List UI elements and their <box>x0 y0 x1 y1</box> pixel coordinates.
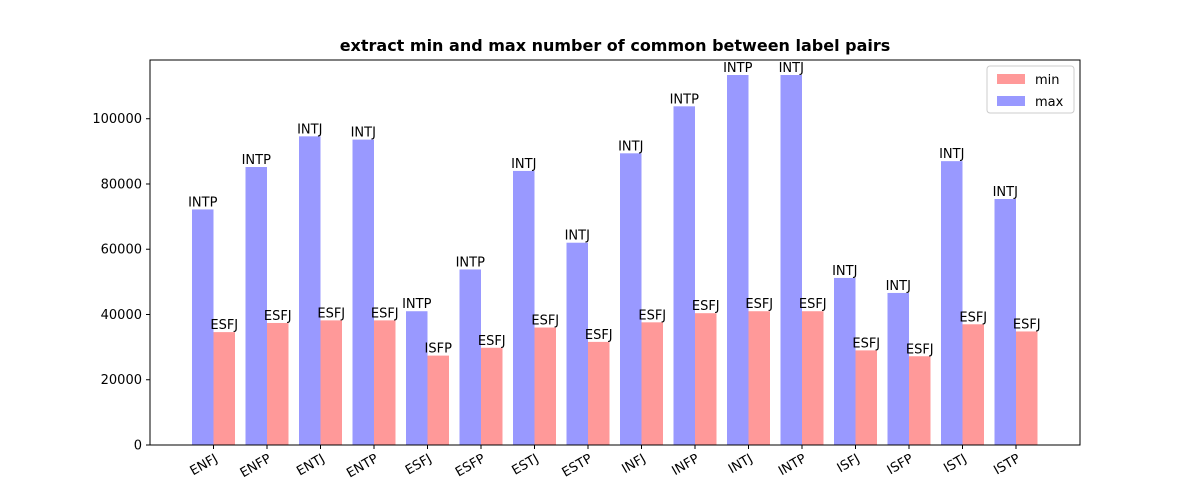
bar-min-estp <box>588 341 610 445</box>
x-tick-label: ENTJ <box>294 451 327 479</box>
bar-label-min: ESFJ <box>852 336 880 351</box>
bar-label-max: INTJ <box>297 122 322 137</box>
y-tick-label: 60000 <box>101 243 142 258</box>
chart-title: extract min and max number of common bet… <box>340 36 891 55</box>
bar-min-entp <box>374 320 396 445</box>
bar-max-istp <box>994 198 1016 445</box>
bar-label-max: INTJ <box>993 185 1018 200</box>
bar-label-min: ESFJ <box>959 310 987 325</box>
bar-min-intp <box>802 311 824 445</box>
bar-max-isfp <box>887 292 909 445</box>
bar-label-max: INTJ <box>886 279 911 294</box>
bar-label-max: INTP <box>402 297 431 312</box>
x-tick-label: ESTP <box>560 451 596 480</box>
bar-label-max: INTP <box>188 195 217 210</box>
y-axis: 0 20000 40000 60000 80000 100000 <box>92 112 150 454</box>
x-tick-label: INTJ <box>726 451 755 477</box>
bar-label-max: INTP <box>456 255 485 270</box>
x-tick-label: ENTP <box>344 451 381 481</box>
legend-label-min: min <box>1035 73 1060 88</box>
bar-max-estj <box>513 170 535 446</box>
bar-label-min: ESFJ <box>264 309 292 324</box>
bar-label-max: INTJ <box>618 139 643 154</box>
y-tick-label: 80000 <box>101 177 142 192</box>
x-tick-label: INFJ <box>619 451 648 476</box>
bar-min-enfp <box>267 322 289 445</box>
bar-max-enfp <box>245 167 267 445</box>
bar-label-min: ESFJ <box>692 299 720 314</box>
bar-min-istp <box>1016 331 1038 445</box>
bar-label-max: INTP <box>723 61 752 76</box>
bar-label-min: ESFJ <box>478 334 506 349</box>
bar-label-min: ESFJ <box>1013 317 1041 332</box>
bar-label-max: INTP <box>242 153 271 168</box>
bar-min-enfj <box>213 332 235 445</box>
bar-max-estp <box>566 242 588 445</box>
x-axis: ENFJ ENFP ENTJ ENTP ESFJ ESFP ESTJ ESTP INFJ INFP… <box>188 445 1023 481</box>
legend-swatch-max <box>997 96 1025 106</box>
bar-label-max: INTP <box>670 92 699 107</box>
bar-min-istj <box>962 324 984 445</box>
bar-max-entj <box>299 136 321 445</box>
bar-label-min: ESFJ <box>531 314 559 329</box>
legend-label-max: max <box>1035 95 1064 110</box>
bar-min-isfj <box>855 350 877 445</box>
bar-min-esfp <box>481 347 503 445</box>
y-tick-label: 40000 <box>101 308 142 323</box>
bar-max-enfj <box>192 209 214 445</box>
legend-swatch-min <box>997 74 1025 84</box>
bar-label-max: INTJ <box>511 157 536 172</box>
bar-min-entj <box>320 320 342 445</box>
bar-min-isfp <box>909 356 931 445</box>
bar-label-max: INTJ <box>939 147 964 162</box>
bar-label-min: ESFJ <box>371 306 399 321</box>
bar-label-max: INTJ <box>565 229 590 244</box>
bar-label-min: ESFJ <box>799 297 827 312</box>
y-tick-label: 100000 <box>92 112 142 127</box>
bar-label-min: ESFJ <box>745 297 773 312</box>
x-tick-label: ENFJ <box>188 451 221 479</box>
bar-min-esfj <box>427 355 449 445</box>
bar-labels-layer: INTPESFJINTPESFJINTJESFJINTJESFJINTPISFP… <box>188 61 1041 357</box>
legend: min max <box>986 65 1075 114</box>
x-tick-label: ISFJ <box>835 451 863 476</box>
bar-min-infj <box>641 322 663 445</box>
bar-label-max: INTJ <box>779 61 804 76</box>
bar-label-min: ESFJ <box>210 318 238 333</box>
bar-label-min: ESFJ <box>317 306 345 321</box>
bar-max-esfp <box>459 269 481 445</box>
x-tick-label: ISTP <box>991 451 1023 478</box>
bar-min-infp <box>695 313 717 445</box>
x-tick-label: ENFP <box>238 451 274 481</box>
bar-max-isfj <box>834 277 856 445</box>
bar-max-infj <box>620 153 642 446</box>
x-tick-label: ESFJ <box>403 451 435 478</box>
x-tick-label: INTP <box>776 451 809 479</box>
bar-label-min: ESFJ <box>585 328 613 343</box>
plot-frame <box>149 59 1081 446</box>
bar-max-intp <box>780 75 802 445</box>
x-tick-label: ISTJ <box>941 451 969 476</box>
x-tick-label: INFP <box>669 451 702 479</box>
bar-max-esfj <box>406 311 428 445</box>
y-tick-label: 0 <box>134 439 142 454</box>
bars-layer <box>192 75 1038 446</box>
x-tick-label: ISFP <box>885 451 916 478</box>
bar-max-intj <box>727 75 749 445</box>
bar-max-entp <box>352 139 374 445</box>
bar-min-intj <box>748 311 770 445</box>
bar-label-min: ESFJ <box>638 308 666 323</box>
bar-min-estj <box>534 327 556 445</box>
bar-label-min: ISFP <box>425 342 453 357</box>
bar-max-infp <box>673 106 695 445</box>
y-tick-label: 20000 <box>101 373 142 388</box>
bar-label-min: ESFJ <box>906 342 934 357</box>
x-tick-label: ESFP <box>453 451 488 480</box>
x-tick-label: ESTJ <box>510 451 542 478</box>
bar-max-istj <box>941 161 963 445</box>
bar-label-max: INTJ <box>351 126 376 141</box>
bar-label-max: INTJ <box>832 264 857 279</box>
